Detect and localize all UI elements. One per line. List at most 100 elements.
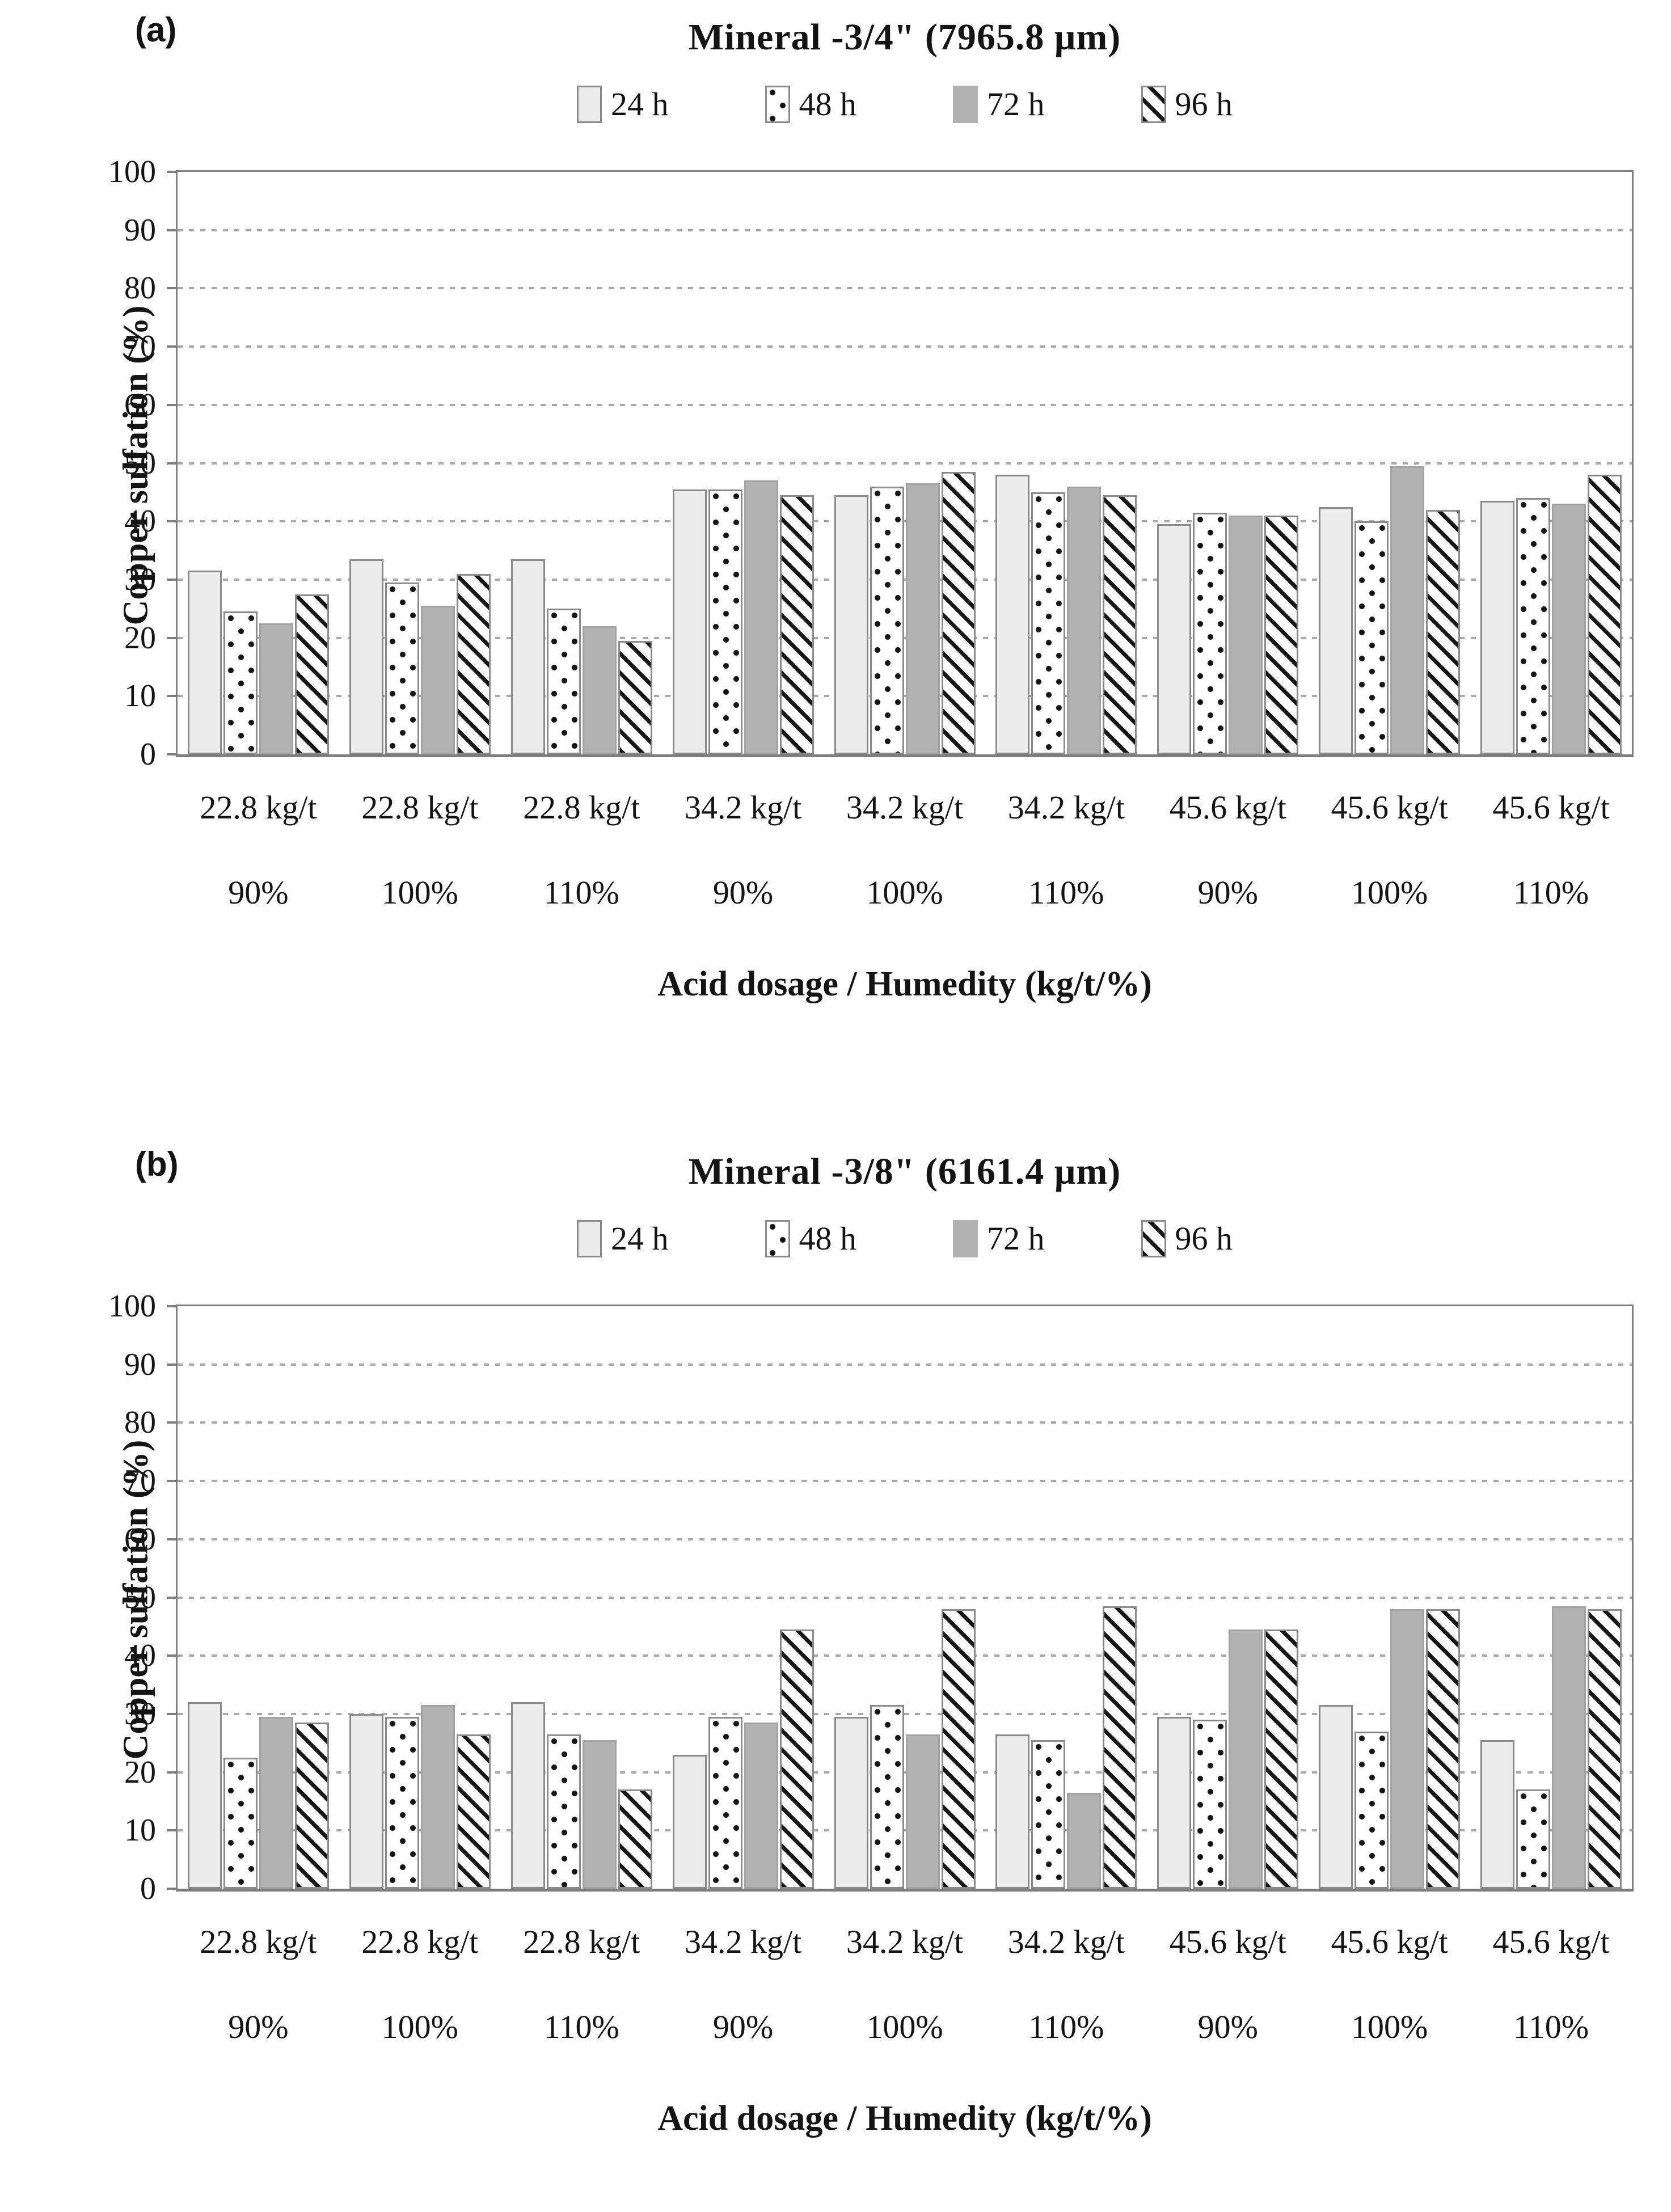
gridline-a-80 bbox=[178, 287, 1632, 290]
panel-a: (a) Mineral -3/4" (7965.8 μm) 24 h 48 h 72… bbox=[0, 0, 1671, 1078]
bar-b-group6-96h bbox=[1103, 1606, 1137, 1889]
bar-b-group2-48h bbox=[385, 1717, 419, 1889]
x-category-b-1-dose: 22.8 kg/t bbox=[200, 1923, 317, 1960]
x-category-b-9-humidity: 110% bbox=[1513, 2008, 1589, 2045]
bar-b-group6-24h bbox=[995, 1734, 1029, 1889]
y-tick-label-b-10: 10 bbox=[124, 1813, 156, 1848]
bar-b-group3-72h bbox=[583, 1740, 617, 1889]
legend-swatch-96h bbox=[1141, 85, 1166, 123]
bar-b-group8-96h bbox=[1426, 1609, 1460, 1889]
gridline-b-40 bbox=[178, 1654, 1632, 1657]
panel-b-x-axis-title: Acid dosage / Humedity (kg/t/%) bbox=[657, 2099, 1152, 2138]
legend-swatch-24h bbox=[577, 1219, 602, 1257]
bar-b-group1-96h bbox=[295, 1723, 329, 1889]
y-tick-mark-b-30 bbox=[167, 1712, 176, 1715]
x-category-a-7-dose: 45.6 kg/t bbox=[1169, 789, 1286, 826]
bar-a-group7-96h bbox=[1264, 516, 1298, 754]
panel-b-label: (b) bbox=[135, 1145, 179, 1183]
bar-b-group5-24h bbox=[834, 1717, 868, 1889]
x-category-a-5-dose: 34.2 kg/t bbox=[846, 789, 964, 826]
y-tick-mark-a-30 bbox=[167, 578, 176, 581]
y-tick-label-b-90: 90 bbox=[124, 1346, 156, 1382]
bar-b-group1-48h bbox=[223, 1758, 258, 1889]
x-category-b-5-humidity: 100% bbox=[866, 2008, 943, 2045]
bar-b-group4-72h bbox=[744, 1723, 778, 1889]
bar-a-group5-24h bbox=[834, 495, 868, 754]
bar-a-group6-72h bbox=[1067, 487, 1101, 754]
bar-a-group2-24h bbox=[349, 559, 383, 754]
bar-a-group6-24h bbox=[995, 475, 1029, 754]
x-category-b-1-humidity: 90% bbox=[228, 2008, 289, 2045]
x-category-a-8-humidity: 100% bbox=[1351, 874, 1428, 911]
legend-label-72h: 72 h bbox=[987, 86, 1045, 123]
gridline-a-50 bbox=[178, 462, 1632, 465]
x-category-b-2-dose: 22.8 kg/t bbox=[361, 1923, 479, 1960]
x-category-b-8-humidity: 100% bbox=[1351, 2008, 1428, 2045]
x-category-b-7-humidity: 90% bbox=[1197, 2008, 1258, 2045]
x-category-b-4-dose: 34.2 kg/t bbox=[684, 1923, 802, 1960]
legend-item-b-48h: 48 h bbox=[765, 1219, 856, 1257]
legend-item-a-24h: 24 h bbox=[577, 85, 669, 123]
y-tick-label-a-60: 60 bbox=[124, 387, 156, 423]
bar-b-group3-48h bbox=[547, 1734, 581, 1889]
y-tick-label-a-100: 100 bbox=[108, 154, 156, 189]
y-tick-label-b-80: 80 bbox=[124, 1405, 156, 1441]
bar-b-group5-96h bbox=[942, 1609, 976, 1889]
x-category-b-6-humidity: 110% bbox=[1028, 2008, 1104, 2045]
x-category-a-4-dose: 34.2 kg/t bbox=[684, 789, 802, 826]
y-tick-label-a-40: 40 bbox=[124, 504, 156, 539]
figure-copper-sulfation: { "styles": { "bar_24h_fill": "#ececec",… bbox=[0, 0, 1671, 2138]
bar-b-group9-24h bbox=[1480, 1740, 1514, 1889]
bar-a-group9-48h bbox=[1516, 498, 1550, 754]
y-tick-mark-a-50 bbox=[167, 462, 176, 465]
y-tick-label-a-30: 30 bbox=[124, 562, 156, 597]
legend-swatch-72h bbox=[953, 85, 978, 123]
y-tick-mark-b-10 bbox=[167, 1829, 176, 1832]
bar-a-group7-24h bbox=[1157, 524, 1191, 754]
legend-label-72h: 72 h bbox=[987, 1220, 1045, 1257]
x-category-a-9-humidity: 110% bbox=[1513, 874, 1589, 911]
bar-a-group7-72h bbox=[1229, 516, 1263, 754]
y-tick-mark-a-80 bbox=[167, 287, 176, 290]
legend-item-b-72h: 72 h bbox=[953, 1219, 1045, 1257]
gridline-b-90 bbox=[178, 1363, 1632, 1366]
bar-a-group5-72h bbox=[906, 483, 940, 754]
gridline-b-80 bbox=[178, 1421, 1632, 1424]
y-tick-mark-a-0 bbox=[167, 753, 176, 755]
legend-swatch-48h bbox=[765, 1219, 790, 1257]
y-tick-mark-a-20 bbox=[167, 636, 176, 639]
gridline-b-60 bbox=[178, 1538, 1632, 1540]
legend-item-a-72h: 72 h bbox=[953, 85, 1045, 123]
legend-label-24h: 24 h bbox=[611, 86, 669, 123]
y-tick-mark-a-40 bbox=[167, 520, 176, 523]
bar-a-group8-24h bbox=[1319, 507, 1353, 754]
y-tick-label-a-70: 70 bbox=[124, 329, 156, 365]
bar-b-group7-96h bbox=[1264, 1630, 1298, 1889]
y-tick-mark-a-10 bbox=[167, 695, 176, 698]
bar-a-group1-48h bbox=[223, 611, 258, 754]
bar-a-group3-96h bbox=[618, 641, 652, 754]
bar-b-group5-48h bbox=[870, 1705, 904, 1889]
y-tick-mark-b-50 bbox=[167, 1596, 176, 1599]
legend-swatch-24h bbox=[577, 85, 602, 123]
y-tick-mark-b-20 bbox=[167, 1771, 176, 1774]
y-tick-label-b-20: 20 bbox=[124, 1754, 156, 1790]
y-tick-mark-b-70 bbox=[167, 1480, 176, 1483]
panel-a-label: (a) bbox=[135, 11, 177, 49]
bar-b-group7-24h bbox=[1157, 1717, 1191, 1889]
x-category-a-9-dose: 45.6 kg/t bbox=[1492, 789, 1610, 826]
y-tick-label-b-40: 40 bbox=[124, 1638, 156, 1674]
bar-a-group9-72h bbox=[1552, 504, 1586, 754]
bar-a-group6-96h bbox=[1103, 495, 1137, 754]
bar-a-group4-72h bbox=[744, 480, 778, 754]
panel-a-x-axis-title: Acid dosage / Humedity (kg/t/%) bbox=[657, 965, 1152, 1003]
bar-b-group8-24h bbox=[1319, 1705, 1353, 1889]
bar-a-group2-96h bbox=[457, 574, 491, 754]
x-category-a-1-humidity: 90% bbox=[228, 874, 289, 911]
legend-item-a-96h: 96 h bbox=[1141, 85, 1233, 123]
x-category-a-2-humidity: 100% bbox=[381, 874, 458, 911]
y-tick-mark-a-100 bbox=[167, 171, 176, 173]
bar-b-group9-48h bbox=[1516, 1789, 1550, 1889]
bar-b-group8-48h bbox=[1354, 1732, 1389, 1889]
bar-a-group3-72h bbox=[583, 626, 617, 754]
